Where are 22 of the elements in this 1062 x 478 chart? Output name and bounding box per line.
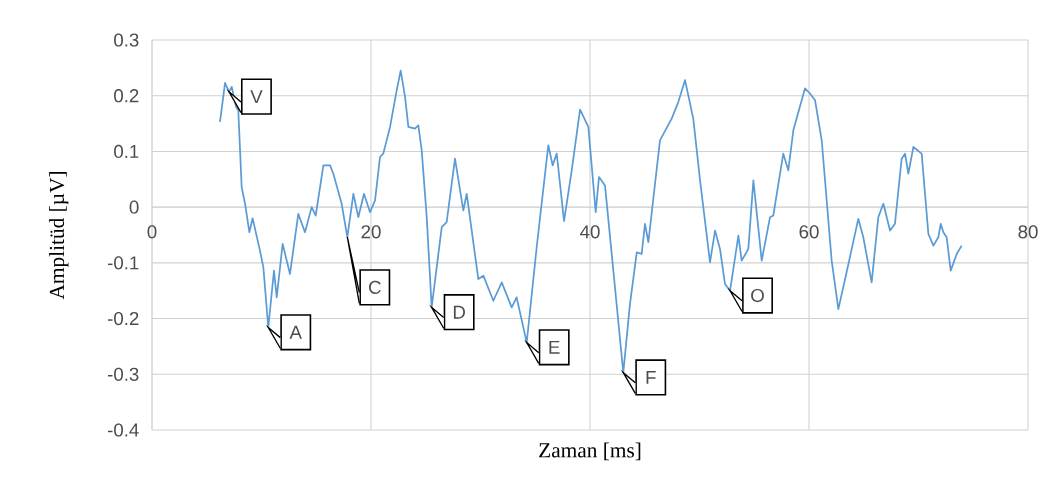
annotation: E [549, 340, 560, 354]
y-tick-label: 0.1 [114, 144, 139, 159]
y-tick-label: -0.4 [107, 423, 139, 437]
y-tick-label: 0.3 [114, 33, 139, 47]
x-axis-title: Zaman [ms] [539, 442, 641, 461]
y-tick-label: -0.2 [107, 311, 139, 326]
annotation: F [646, 371, 656, 384]
x-tick-label: 40 [580, 225, 600, 239]
annotation: V [250, 90, 263, 104]
y-tick-label: -0.1 [107, 256, 139, 270]
y-tick-label: 0.2 [114, 89, 139, 103]
annotation: C [369, 280, 381, 294]
annotation: O [751, 288, 764, 303]
y-tick-label: 0 [129, 200, 139, 214]
annotation: D [453, 305, 465, 319]
x-tick-label: 20 [361, 225, 381, 239]
y-tick-label: -0.3 [107, 367, 139, 381]
y-axis-title: Amplitüd [µV] [49, 172, 69, 300]
x-tick-label: 60 [799, 225, 819, 239]
x-tick-label: 80 [1018, 225, 1038, 239]
annotation: A [289, 325, 302, 339]
x-tick-label: 0 [147, 225, 157, 239]
